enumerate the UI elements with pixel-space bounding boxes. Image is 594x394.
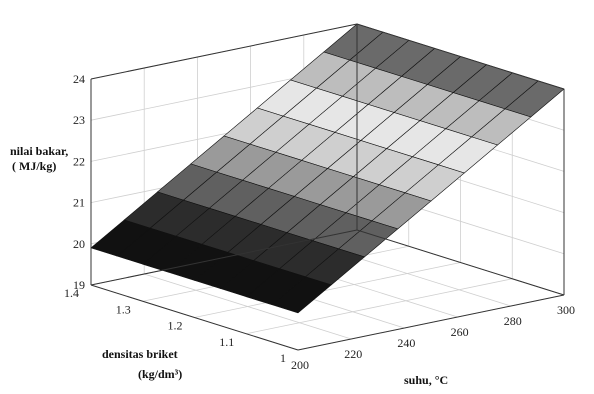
z-tick-label: 24 <box>73 72 85 86</box>
tick-labels: 19 20 21 22 23 24 200 220 240 260 280 300 1 1.1 1.2 1.3… <box>64 72 575 372</box>
x-tick-label: 240 <box>397 336 415 350</box>
y-axis-label-line1: densitas briket <box>102 347 178 361</box>
x-tick-label: 260 <box>451 325 469 339</box>
y-tick-label: 1.1 <box>219 335 234 349</box>
x-tick-label: 300 <box>557 303 575 317</box>
surface-cell <box>90 219 151 257</box>
z-tick-label: 20 <box>73 237 85 251</box>
surface-layer <box>90 23 565 314</box>
x-tick-label: 280 <box>504 314 522 328</box>
y-tick-label: 1.2 <box>168 319 183 333</box>
z-axis-label-line1: nilai bakar, <box>10 144 68 158</box>
axis-box-edge <box>90 229 358 286</box>
z-tick-label: 23 <box>73 113 85 127</box>
z-tick-label: 19 <box>73 278 85 292</box>
x-axis-label: suhu, °C <box>404 373 448 387</box>
grid-line <box>194 262 461 318</box>
axis-box-edge <box>356 229 565 296</box>
axis-box-edge <box>356 23 565 90</box>
z-axis-label-line2: ( MJ/kg) <box>12 159 56 173</box>
y-tick-label: 1 <box>280 351 286 365</box>
x-tick-label: 220 <box>344 347 362 361</box>
grid-line <box>246 278 513 335</box>
y-tick-label: 1.3 <box>116 302 131 316</box>
x-tick-label: 200 <box>291 358 309 372</box>
axis-labels: nilai bakar, ( MJ/kg) densitas briket (k… <box>10 144 448 387</box>
z-tick-label: 21 <box>73 196 85 210</box>
y-tick-label: 1.4 <box>64 286 79 300</box>
z-tick-label: 22 <box>73 154 85 168</box>
axis-box-edge <box>297 294 565 351</box>
axis-box-edge <box>90 23 358 80</box>
axis-box-edge <box>90 284 299 351</box>
y-axis-label-line2: (kg/dm³) <box>138 367 182 381</box>
axes-box <box>90 23 565 351</box>
